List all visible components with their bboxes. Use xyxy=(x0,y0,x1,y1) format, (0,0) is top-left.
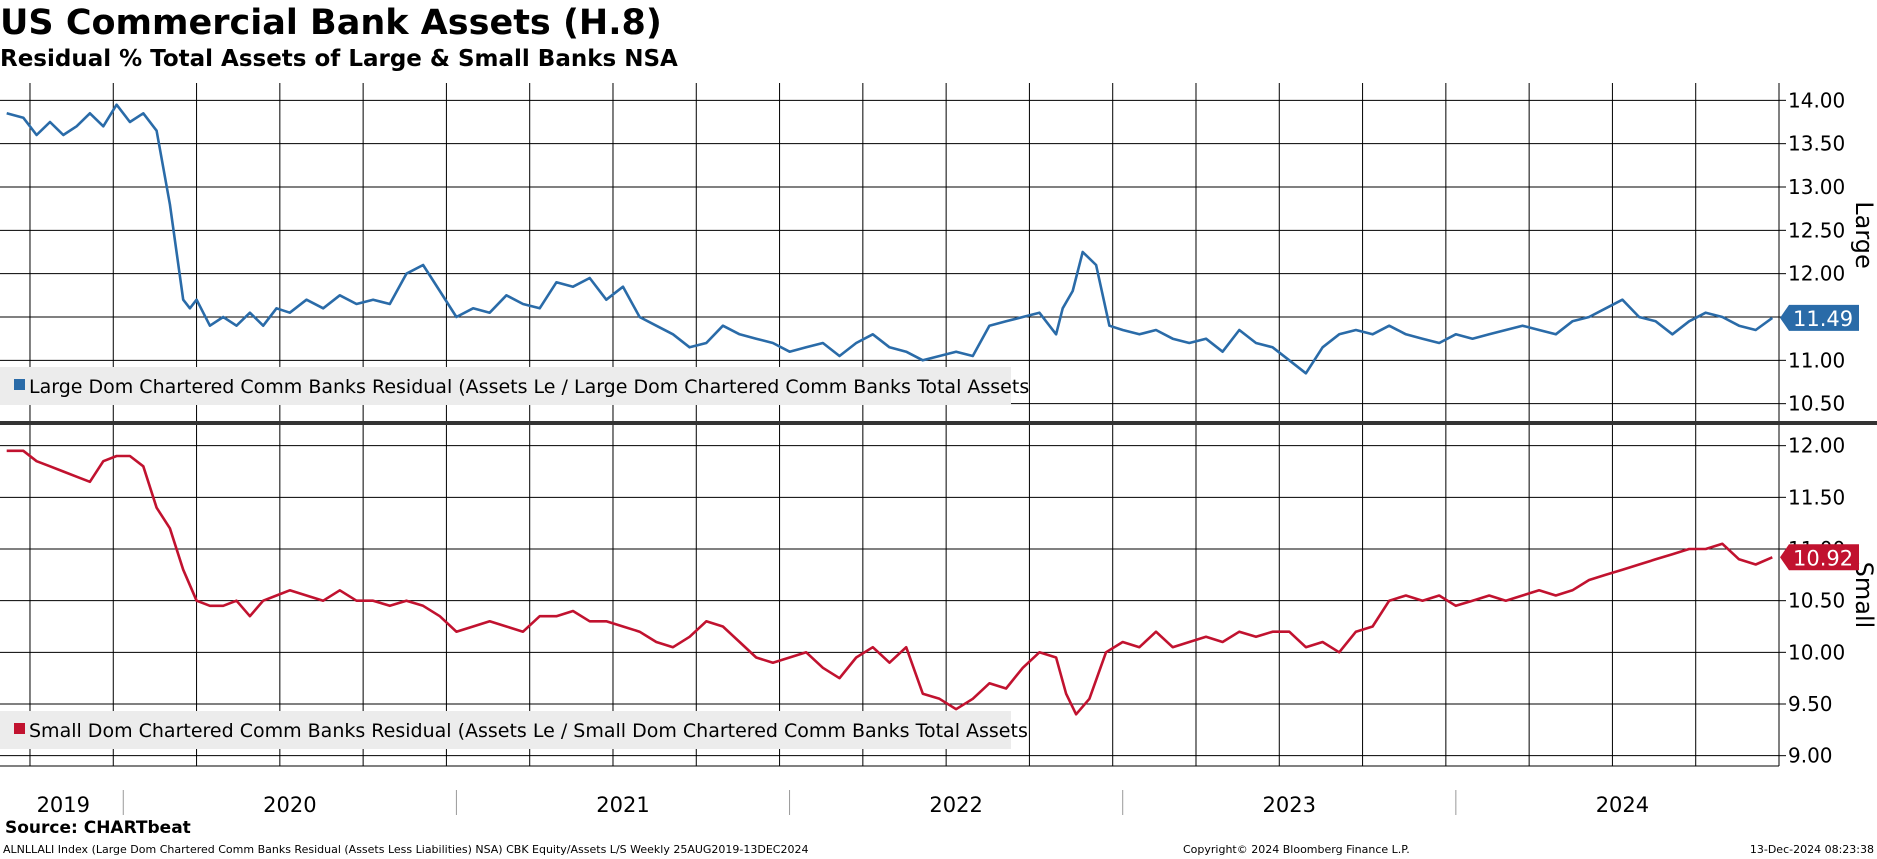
legend-swatch-small xyxy=(14,723,25,734)
series-line-small xyxy=(6,449,1773,716)
source-label: Source: CHARTbeat xyxy=(5,818,191,838)
y-tick-label: 10.50 xyxy=(1788,392,1845,416)
y-tick-label: 9.00 xyxy=(1788,744,1833,768)
x-tick-label: 2021 xyxy=(596,793,649,817)
x-tick-label: 2020 xyxy=(263,793,316,817)
y-tick-label: 14.00 xyxy=(1788,88,1845,112)
axis-title-large: Large xyxy=(1850,201,1877,269)
series-line-large xyxy=(6,103,1774,375)
x-tick-label: 2023 xyxy=(1263,793,1316,817)
chart-subtitle: Residual % Total Assets of Large & Small… xyxy=(0,46,678,72)
legend-label-small: Small Dom Chartered Comm Banks Residual … xyxy=(29,720,1028,742)
y-tick-label: 11.00 xyxy=(1788,348,1845,372)
last-value-tag-small xyxy=(1780,544,1859,571)
y-tick-label: 11.50 xyxy=(1788,485,1845,509)
last-value-label-small: 10.92 xyxy=(1793,546,1853,570)
y-tick-label: 12.00 xyxy=(1788,262,1845,286)
y-tick-label: 10.50 xyxy=(1788,589,1845,613)
chart-title: US Commercial Bank Assets (H.8) xyxy=(0,3,662,43)
legend-box-small xyxy=(0,711,1011,749)
legend-label-large: Large Dom Chartered Comm Banks Residual … xyxy=(29,376,1029,398)
x-tick-label: 2022 xyxy=(929,793,982,817)
y-tick-label: 12.50 xyxy=(1788,218,1845,242)
y-tick-label: 12.00 xyxy=(1788,434,1845,458)
x-tick-label: 2019 xyxy=(37,793,90,817)
x-tick-label: 2024 xyxy=(1596,793,1649,817)
legend-swatch-large xyxy=(14,379,25,390)
y-tick-label: 9.50 xyxy=(1788,692,1833,716)
y-tick-label: 13.00 xyxy=(1788,175,1845,199)
footer-timestamp: 13-Dec-2024 08:23:38 xyxy=(1749,843,1874,856)
y-tick-label: 10.00 xyxy=(1788,640,1845,664)
legend-box-large xyxy=(0,367,1011,405)
y-tick-label: 13.50 xyxy=(1788,132,1845,156)
footer-index-description: ALNLLALI Index (Large Dom Chartered Comm… xyxy=(3,843,809,856)
footer-copyright: Copyright© 2024 Bloomberg Finance L.P. xyxy=(1183,843,1410,856)
last-value-label-large: 11.49 xyxy=(1793,307,1853,331)
axis-title-small: Small xyxy=(1850,562,1877,629)
last-value-tag-large xyxy=(1780,304,1859,331)
